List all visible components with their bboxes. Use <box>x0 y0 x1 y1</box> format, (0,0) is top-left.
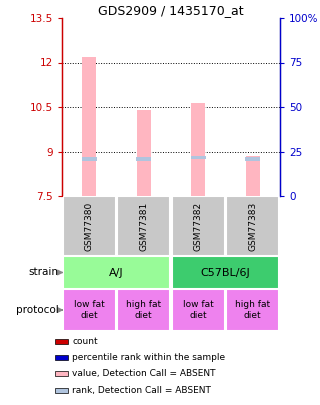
Bar <box>136 157 151 161</box>
Text: GSM77382: GSM77382 <box>194 201 203 251</box>
Bar <box>55 339 68 343</box>
Bar <box>172 256 279 289</box>
Text: high fat
diet: high fat diet <box>235 300 270 320</box>
Text: high fat
diet: high fat diet <box>126 300 161 320</box>
Text: percentile rank within the sample: percentile rank within the sample <box>72 353 225 362</box>
Bar <box>55 371 68 376</box>
Bar <box>137 110 151 196</box>
Text: protocol: protocol <box>16 305 59 315</box>
Bar <box>82 157 97 161</box>
Bar <box>191 102 205 196</box>
Bar <box>55 388 68 392</box>
Text: count: count <box>72 337 98 345</box>
Bar <box>117 289 170 331</box>
Bar <box>191 156 206 159</box>
Bar <box>63 196 116 256</box>
Text: strain: strain <box>29 267 59 277</box>
Text: low fat
diet: low fat diet <box>183 300 214 320</box>
Bar <box>226 196 279 256</box>
Bar <box>83 57 96 196</box>
Text: low fat
diet: low fat diet <box>74 300 105 320</box>
Text: GSM77383: GSM77383 <box>248 201 257 251</box>
Text: A/J: A/J <box>109 267 124 277</box>
Bar <box>226 289 279 331</box>
Text: rank, Detection Call = ABSENT: rank, Detection Call = ABSENT <box>72 386 211 394</box>
Bar <box>172 289 225 331</box>
Text: C57BL/6J: C57BL/6J <box>201 267 250 277</box>
Text: GSM77381: GSM77381 <box>139 201 148 251</box>
Bar <box>63 289 116 331</box>
Bar <box>63 256 170 289</box>
Bar <box>117 196 170 256</box>
Bar <box>246 156 260 196</box>
Bar <box>172 196 225 256</box>
Title: GDS2909 / 1435170_at: GDS2909 / 1435170_at <box>98 4 244 17</box>
Bar <box>55 355 68 360</box>
Bar <box>245 157 260 161</box>
Text: GSM77380: GSM77380 <box>85 201 94 251</box>
Text: value, Detection Call = ABSENT: value, Detection Call = ABSENT <box>72 369 216 378</box>
